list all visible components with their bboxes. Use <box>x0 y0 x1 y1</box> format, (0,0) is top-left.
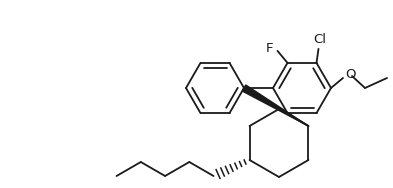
Text: O: O <box>345 68 355 82</box>
Text: F: F <box>266 42 273 55</box>
Polygon shape <box>242 85 309 126</box>
Text: Cl: Cl <box>313 33 326 46</box>
